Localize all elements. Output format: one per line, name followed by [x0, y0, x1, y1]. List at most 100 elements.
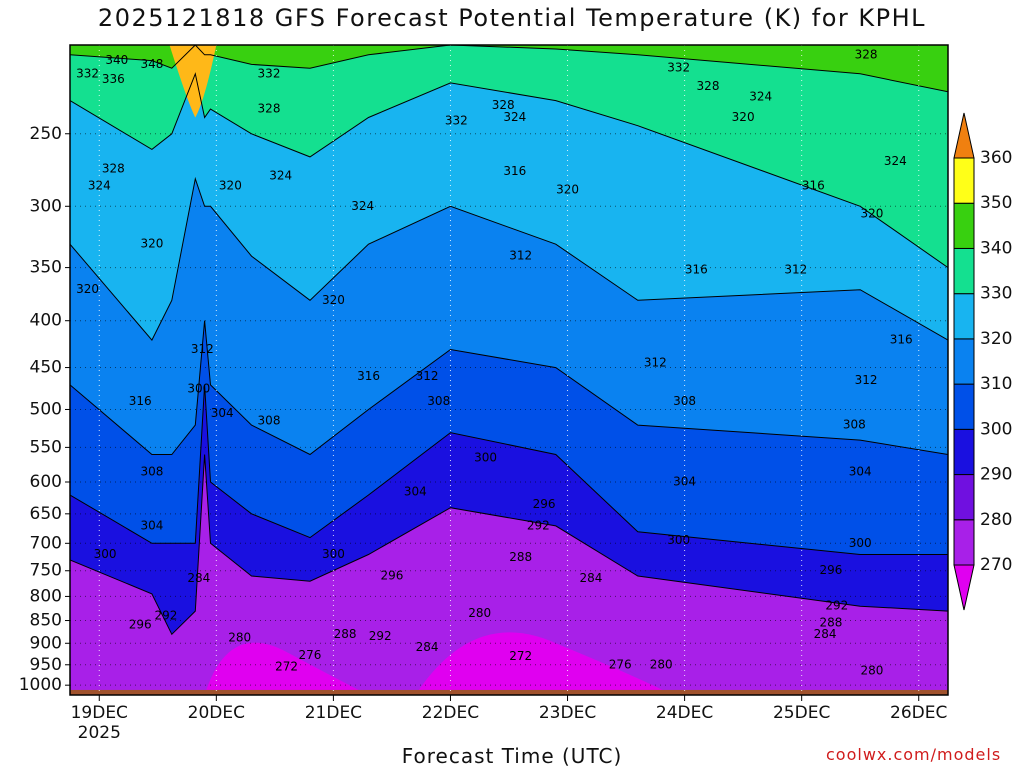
- contour-label: 280: [860, 664, 883, 678]
- contour-label: 336: [102, 72, 125, 86]
- contour-label: 284: [187, 571, 210, 585]
- contour-label: 324: [88, 178, 111, 192]
- contour-label: 284: [416, 640, 439, 654]
- y-tick-label: 950: [30, 655, 62, 675]
- y-tick-label: 450: [30, 358, 62, 378]
- contour-label: 320: [76, 282, 99, 296]
- contour-label: 348: [140, 57, 163, 71]
- contour-label: 296: [129, 618, 152, 632]
- colorbar-segment: [953, 157, 975, 204]
- contour-label: 304: [404, 484, 427, 498]
- contour-label: 292: [527, 518, 550, 532]
- colorbar-label: 350: [980, 193, 1012, 213]
- x-tick-label: 19DEC: [71, 703, 128, 723]
- contour-label: 316: [503, 164, 526, 178]
- band-pocket: [169, 45, 217, 118]
- contour-label: 300: [322, 547, 345, 561]
- x-axis-label: Forecast Time (UTC): [401, 744, 623, 768]
- contour-label: 280: [228, 630, 251, 644]
- contour-label: 328: [258, 102, 281, 116]
- contour-label: 304: [849, 464, 872, 478]
- contour-label: 332: [445, 113, 468, 127]
- contour-label: 328: [102, 161, 125, 175]
- contour-label: 320: [140, 237, 163, 251]
- y-tick-label: 900: [30, 633, 62, 653]
- band-cold-pool-2: [415, 632, 673, 695]
- contour-label: 312: [784, 262, 807, 276]
- colorbar: 270 280 290 300 310 320 330 340 350 360: [953, 112, 1012, 611]
- contour-label: 308: [843, 418, 866, 432]
- contour-label: 312: [644, 356, 667, 370]
- isentrope-330: [70, 72, 948, 269]
- colorbar-segment: [953, 202, 975, 249]
- contour-label: 308: [140, 464, 163, 478]
- colorbar-label: 330: [980, 284, 1012, 304]
- contour-label: 304: [211, 406, 234, 420]
- y-tick-label: 400: [30, 311, 62, 331]
- band-cold-pool-1: [204, 642, 369, 695]
- contour-label: 324: [351, 199, 374, 213]
- contour-label: 316: [129, 394, 152, 408]
- colorbar-label: 360: [980, 148, 1012, 168]
- contour-label: 292: [155, 608, 178, 622]
- colorbar-segment: [953, 338, 975, 385]
- contour-label: 304: [673, 474, 696, 488]
- colorbar-label: 280: [980, 510, 1012, 530]
- contour-label: 332: [258, 66, 281, 80]
- contour-label: 324: [749, 90, 772, 104]
- contour-label: 296: [819, 563, 842, 577]
- contour-label: 312: [509, 249, 532, 263]
- contour-label: 328: [855, 47, 878, 61]
- source-credit[interactable]: coolwx.com/models: [826, 745, 1002, 764]
- contour-label: 320: [219, 178, 242, 192]
- contour-label: 288: [334, 627, 357, 641]
- contour-label: 324: [269, 168, 292, 182]
- isentrope-320: [70, 176, 948, 341]
- y-tick-label: 250: [30, 124, 62, 144]
- contour-label: 272: [509, 649, 532, 663]
- contour-label: 340: [105, 53, 128, 67]
- contour-label: 296: [380, 569, 403, 583]
- y-tick-label: 300: [30, 196, 62, 216]
- contour-label: 312: [855, 373, 878, 387]
- y-tick-label: 500: [30, 399, 62, 419]
- y-tick-label: 600: [30, 472, 62, 492]
- chart-title: 2025121818 GFS Forecast Potential Temper…: [97, 4, 927, 32]
- y-tick-label: 700: [30, 533, 62, 553]
- colorbar-arrow-high: [953, 112, 975, 159]
- y-tick-label: 350: [30, 258, 62, 278]
- y-tick-label: 550: [30, 437, 62, 457]
- x-tick-label: 20DEC: [188, 703, 245, 723]
- contour-label: 332: [667, 61, 690, 75]
- contour-label: 332: [76, 66, 99, 80]
- colorbar-label: 300: [980, 419, 1012, 439]
- contour-label: 276: [609, 657, 632, 671]
- colorbar-segment: [953, 428, 975, 476]
- x-tick-label: 22DEC: [422, 703, 479, 723]
- band-340: [70, 45, 948, 92]
- contour-label: 304: [140, 518, 163, 532]
- contour-label: 312: [191, 342, 214, 356]
- colorbar-label: 320: [980, 329, 1012, 349]
- contour-label: 316: [802, 178, 825, 192]
- colorbar-segment: [953, 519, 975, 566]
- contour-label: 300: [667, 533, 690, 547]
- y-tick-label: 750: [30, 561, 62, 581]
- contour-label: 320: [556, 183, 579, 197]
- x-tick-label: 24DEC: [656, 703, 713, 723]
- contour-label: 280: [650, 657, 673, 671]
- contour-label: 308: [258, 414, 281, 428]
- colorbar-label: 290: [980, 465, 1012, 485]
- y-tick-label: 850: [30, 611, 62, 631]
- colorbar-label: 340: [980, 238, 1012, 258]
- contour-label: 300: [474, 451, 497, 465]
- contour-label: 308: [673, 394, 696, 408]
- contour-label: 316: [357, 369, 380, 383]
- isentrope-290: [70, 454, 948, 636]
- contour-label: 320: [322, 293, 345, 307]
- contour-label: 300: [94, 547, 117, 561]
- contour-label: 292: [825, 599, 848, 613]
- contour-label: 284: [579, 571, 602, 585]
- y-tick-label: 1000: [19, 675, 62, 695]
